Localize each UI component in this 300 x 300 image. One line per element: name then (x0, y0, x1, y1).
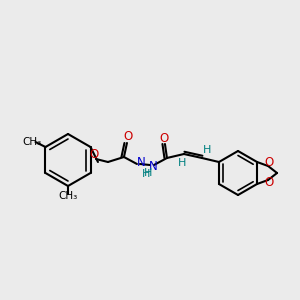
Text: H: H (144, 168, 152, 178)
Text: CH₃: CH₃ (23, 137, 42, 147)
Text: O: O (264, 176, 274, 190)
Text: O: O (89, 148, 99, 161)
Text: H: H (142, 169, 150, 179)
Text: N: N (148, 160, 157, 172)
Text: O: O (159, 131, 169, 145)
Text: O: O (264, 157, 274, 169)
Text: H: H (203, 145, 211, 155)
Text: CH₃: CH₃ (58, 191, 78, 201)
Text: H: H (178, 158, 186, 168)
Text: O: O (123, 130, 133, 143)
Text: N: N (136, 157, 145, 169)
